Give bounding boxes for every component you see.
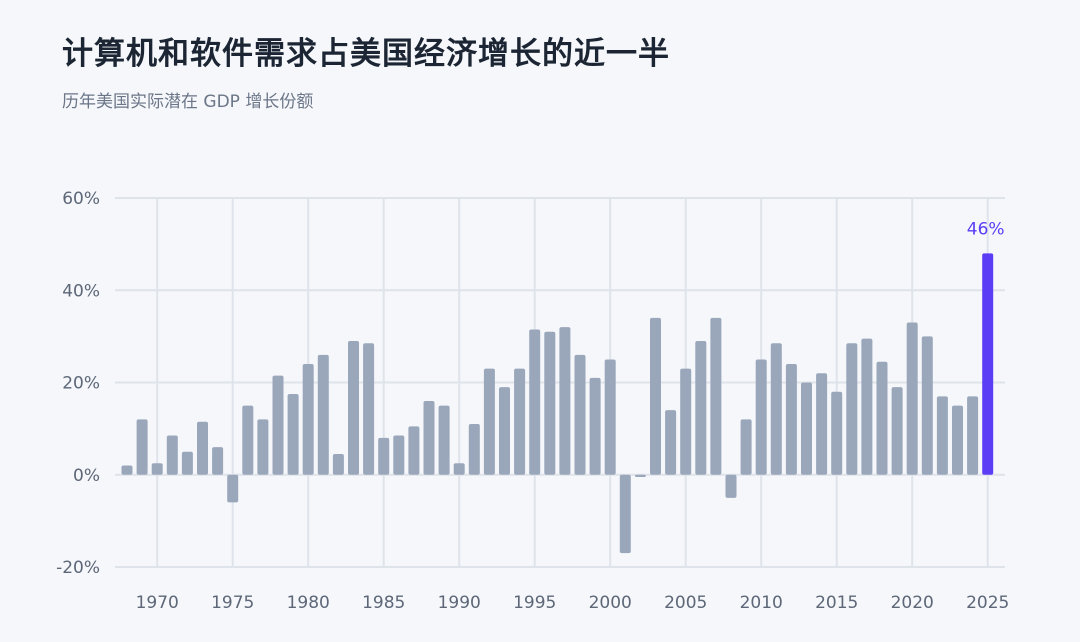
x-tick-label: 1970	[136, 593, 179, 613]
chart-title: 计算机和软件需求占美国经济增长的近一半	[62, 36, 670, 72]
bar	[634, 474, 646, 478]
bar	[408, 426, 420, 475]
bar	[936, 396, 948, 475]
bar	[921, 336, 933, 475]
bar	[619, 474, 631, 554]
bar	[257, 419, 269, 475]
bar	[272, 375, 284, 475]
bar-highlight	[982, 253, 994, 475]
x-tick-label: 1980	[287, 593, 330, 613]
bar	[514, 368, 526, 475]
x-tick-label: 2025	[966, 593, 1009, 613]
bar	[710, 317, 722, 475]
bar	[181, 451, 193, 475]
bar	[755, 359, 767, 475]
bar	[665, 410, 677, 475]
bar	[770, 343, 782, 475]
x-tick-label: 2005	[664, 593, 707, 613]
bar	[740, 419, 752, 475]
bar	[529, 329, 541, 475]
bar	[891, 387, 903, 475]
chart-bars	[121, 253, 994, 554]
x-tick-label: 2010	[740, 593, 783, 613]
y-tick-label: 40%	[62, 281, 100, 301]
x-tick-label: 1990	[438, 593, 481, 613]
highlight-data-label: 46%	[967, 219, 1005, 239]
bar	[876, 361, 888, 475]
bar	[348, 340, 359, 475]
bar	[242, 405, 254, 475]
x-tick-label: 1995	[513, 593, 556, 613]
bar	[423, 400, 435, 475]
bar	[121, 465, 133, 475]
bar	[801, 382, 812, 475]
bar	[785, 364, 797, 475]
bar	[831, 391, 843, 475]
bar	[197, 421, 208, 475]
y-tick-label: 60%	[62, 189, 100, 209]
bar	[212, 447, 224, 475]
chart-axes: 60% 40% 20% 0% -20% 1970 1975 1980 1985 1990 1995 2…	[56, 189, 1009, 613]
chart-grid	[115, 197, 1005, 568]
bar	[499, 387, 510, 475]
bar	[438, 405, 450, 475]
bar	[378, 437, 390, 475]
bar	[468, 424, 480, 475]
x-tick-label: 2020	[891, 593, 934, 613]
bar	[544, 331, 556, 475]
bar	[680, 368, 692, 475]
bar	[151, 463, 163, 475]
bar	[363, 343, 375, 475]
bar	[952, 405, 963, 475]
x-tick-label: 2015	[815, 593, 858, 613]
bar	[302, 364, 314, 475]
bar	[695, 340, 707, 475]
bar	[317, 354, 329, 475]
bar	[287, 394, 299, 475]
bar	[483, 368, 495, 475]
bar	[604, 359, 616, 475]
bar	[453, 463, 465, 475]
bar	[861, 338, 873, 475]
bar	[725, 474, 737, 498]
bar	[227, 474, 239, 503]
bar	[650, 317, 661, 475]
bar	[906, 322, 918, 475]
bar	[589, 377, 601, 475]
x-tick-label: 1975	[211, 593, 254, 613]
bar	[136, 419, 148, 475]
bar	[574, 354, 586, 475]
bar	[559, 327, 571, 475]
bar	[816, 373, 828, 475]
bar	[846, 343, 858, 475]
bar	[332, 453, 344, 475]
bar	[393, 435, 405, 475]
bar	[166, 435, 178, 475]
x-tick-label: 2000	[589, 593, 632, 613]
y-tick-label: 20%	[62, 374, 100, 394]
x-tick-label: 1985	[362, 593, 405, 613]
chart-subtitle: 历年美国实际潜在 GDP 增长份额	[62, 92, 314, 112]
y-tick-label: -20%	[56, 558, 100, 578]
y-tick-label: 0%	[73, 466, 100, 486]
bar	[967, 396, 979, 475]
